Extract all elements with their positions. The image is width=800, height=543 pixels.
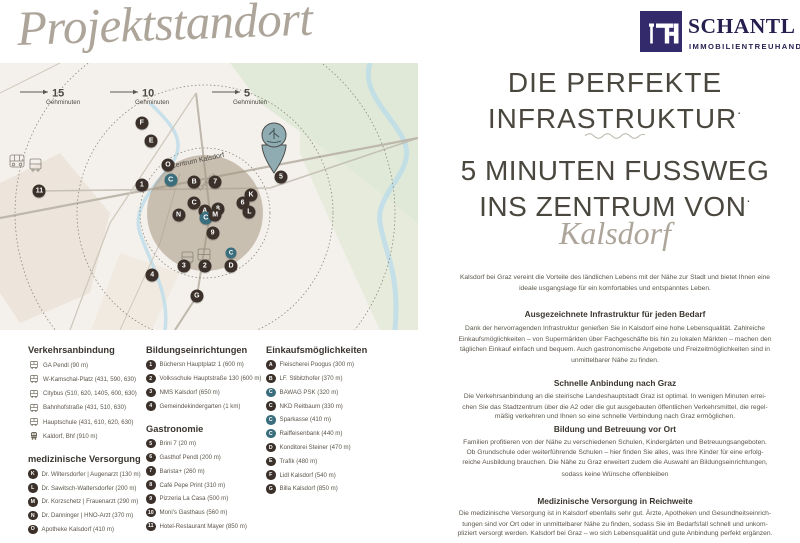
svg-text:Gehminuten: Gehminuten [233, 99, 268, 106]
svg-text:5: 5 [244, 88, 250, 100]
svg-text:10: 10 [142, 88, 154, 100]
svg-text:15: 15 [52, 88, 64, 100]
svg-text:Gehminuten: Gehminuten [135, 99, 170, 106]
svg-text:Gehminuten: Gehminuten [46, 99, 81, 106]
